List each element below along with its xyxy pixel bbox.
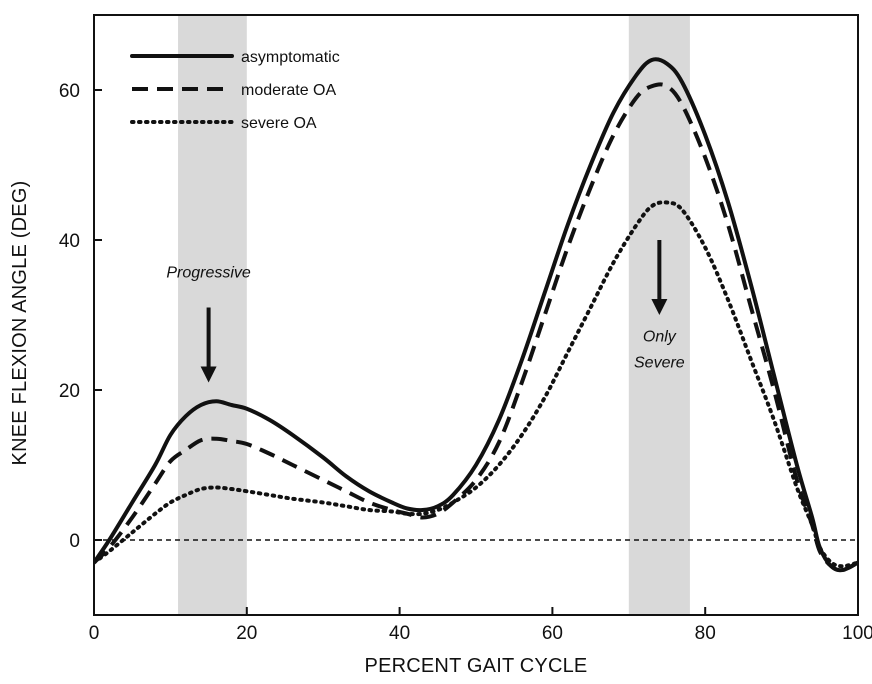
annotation-label-2: Only [643, 328, 677, 345]
plot-frame [93, 14, 859, 616]
legend-label-3: severe OA [241, 115, 317, 132]
series-line-severe-oa [94, 200, 858, 569]
annotation-label-1: Progressive [166, 265, 251, 282]
x-tick-label: 100 [842, 623, 872, 644]
y-axis-title: KNEE FLEXION ANGLE (DEG) [9, 181, 31, 466]
x-tick-label: 80 [695, 623, 716, 644]
y-tick-label: 40 [59, 231, 80, 252]
legend-label-2: moderate OA [241, 82, 336, 99]
annotation-label-3: Severe [634, 355, 685, 372]
annotation-arrow-head-1 [200, 366, 217, 383]
x-axis-title: PERCENT GAIT CYCLE [365, 655, 588, 677]
y-tick-label: 0 [69, 531, 80, 552]
series-line-asymptomatic [94, 57, 858, 573]
shaded-band-1 [178, 15, 247, 615]
annotation-arrow-head-2 [651, 299, 668, 315]
x-tick-label: 40 [389, 623, 410, 644]
x-tick-label: 20 [236, 623, 257, 644]
x-tick-label: 0 [89, 623, 100, 644]
series-line-moderate-oa [94, 82, 858, 573]
legend-label-1: asymptomatic [241, 49, 340, 66]
x-tick-label: 60 [542, 623, 563, 644]
y-tick-label: 60 [59, 81, 80, 102]
y-tick-label: 20 [59, 381, 80, 402]
